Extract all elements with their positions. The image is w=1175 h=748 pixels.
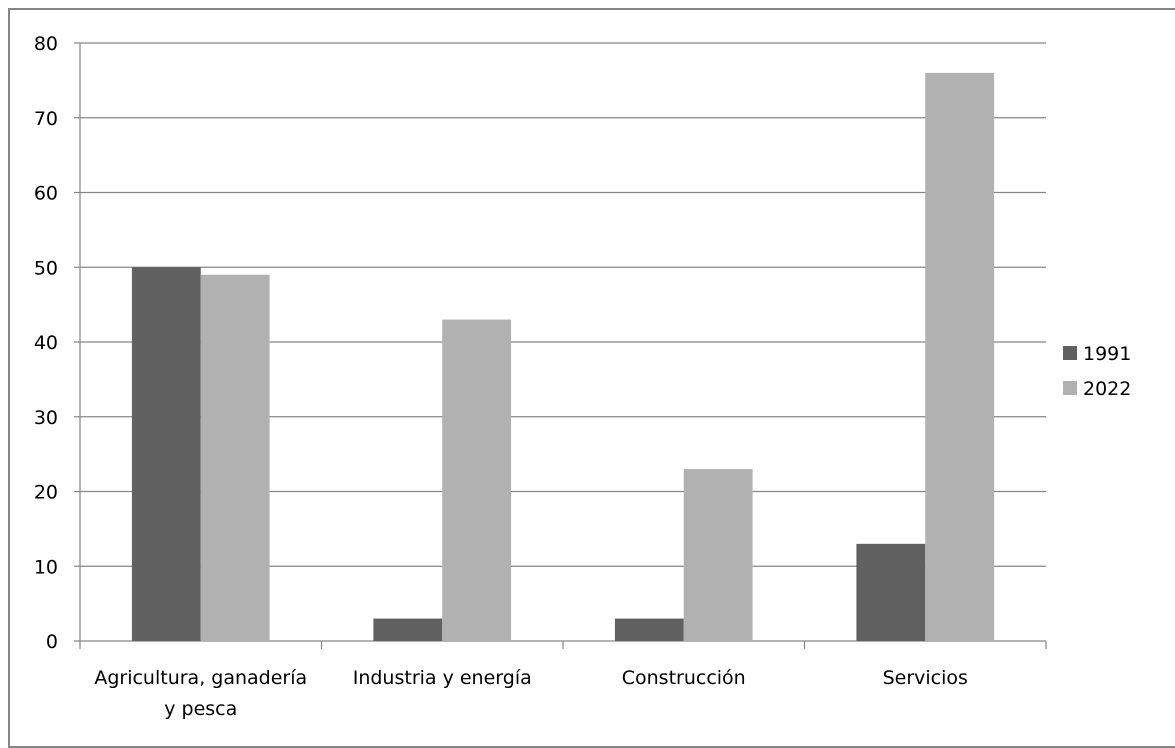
x-category-label: y pesca [164,698,237,720]
x-category-label: Servicios [883,667,968,689]
legend-label: 1991 [1083,343,1131,365]
x-category-labels: Agricultura, ganadería y pesca Industria y… [94,667,968,720]
y-tick-labels: 0 10 20 30 40 50 60 70 80 [34,33,58,653]
bar-2022-0 [200,274,270,641]
y-tick-label: 20 [34,482,58,504]
bar-1991-2 [614,618,684,641]
x-category-label: Construcción [622,667,746,689]
y-tick-label: 50 [34,257,58,279]
bar-2022-1 [442,319,512,641]
y-tick-label: 80 [34,33,58,55]
legend-swatch [1063,346,1077,360]
bar-1991-1 [373,618,443,641]
bar-2022-2 [683,469,753,641]
x-category-label: Industria y energía [353,667,532,689]
y-tick-label: 70 [34,108,58,130]
x-category-label: Agricultura, ganadería [94,667,307,689]
y-tick-label: 60 [34,183,58,205]
bar-1991-0 [131,267,201,641]
bars [131,72,995,641]
bar-1991-3 [856,543,926,641]
legend-swatch [1063,381,1077,395]
y-tick-label: 30 [34,407,58,429]
y-tick-label: 40 [34,332,58,354]
y-tick-label: 0 [46,631,58,653]
legend-label: 2022 [1083,378,1131,400]
legend: 1991 2022 [1063,343,1131,400]
bar-2022-3 [925,72,995,641]
y-tick-label: 10 [34,556,58,578]
